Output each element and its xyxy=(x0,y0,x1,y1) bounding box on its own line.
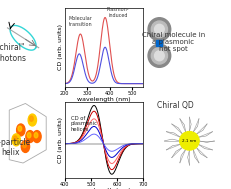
Circle shape xyxy=(33,131,41,143)
Circle shape xyxy=(23,143,26,148)
Circle shape xyxy=(18,126,22,131)
Circle shape xyxy=(180,132,199,150)
Circle shape xyxy=(151,47,167,64)
Text: Chiral molecule in
a plasmonic
hot spot: Chiral molecule in a plasmonic hot spot xyxy=(142,32,205,52)
Circle shape xyxy=(13,136,17,141)
Text: "chiral"
photons: "chiral" photons xyxy=(0,43,26,63)
Circle shape xyxy=(27,133,31,138)
Y-axis label: CD (arb. units): CD (arb. units) xyxy=(58,117,63,163)
Circle shape xyxy=(155,24,164,34)
Circle shape xyxy=(34,133,38,138)
Text: Plasmon-
induced: Plasmon- induced xyxy=(107,7,129,18)
Text: Molecular
transition: Molecular transition xyxy=(68,16,92,27)
Circle shape xyxy=(12,134,20,146)
Text: 2.1 nm: 2.1 nm xyxy=(182,139,197,143)
Text: CD of
plasmonic
helices: CD of plasmonic helices xyxy=(71,116,98,132)
Circle shape xyxy=(148,44,171,67)
Circle shape xyxy=(21,141,30,152)
Y-axis label: CD (arb. units): CD (arb. units) xyxy=(58,24,63,70)
X-axis label: wavelength (nm): wavelength (nm) xyxy=(77,98,131,102)
Text: Chiral QD: Chiral QD xyxy=(157,101,194,110)
Circle shape xyxy=(17,124,25,136)
Circle shape xyxy=(30,116,33,121)
Circle shape xyxy=(148,18,171,41)
Circle shape xyxy=(26,131,34,143)
Circle shape xyxy=(28,114,36,126)
Circle shape xyxy=(155,51,164,61)
Circle shape xyxy=(151,21,167,38)
X-axis label: wavelength (nm): wavelength (nm) xyxy=(77,188,131,189)
Text: Au-particle
helix: Au-particle helix xyxy=(0,138,31,157)
